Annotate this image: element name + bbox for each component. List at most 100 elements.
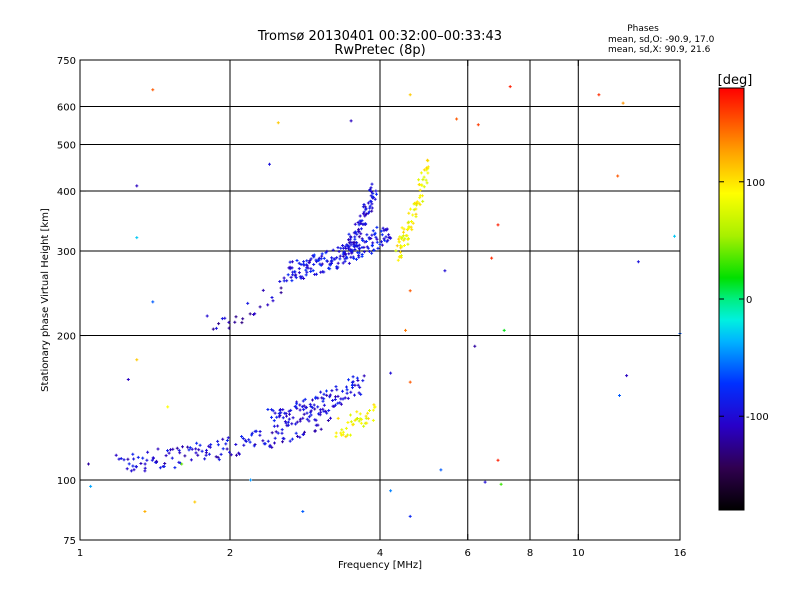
data-point — [338, 257, 342, 261]
data-point — [132, 457, 136, 461]
data-point — [355, 232, 359, 236]
plot-frame — [79, 59, 681, 541]
data-point — [389, 371, 393, 375]
chart-title: Tromsø 20130401 00:32:00–00:33:43 — [257, 29, 502, 44]
data-point — [339, 402, 343, 406]
data-point — [366, 201, 370, 205]
data-point — [240, 435, 244, 438]
phases-line-x: mean, sd,X: 90.9, 21.6 — [608, 45, 711, 55]
data-point — [496, 223, 500, 227]
data-point — [317, 256, 321, 260]
data-point — [399, 250, 402, 254]
data-point — [300, 405, 304, 409]
data-point — [117, 457, 121, 461]
data-point — [408, 289, 412, 293]
data-point — [353, 248, 357, 251]
data-point — [353, 393, 356, 397]
data-point — [119, 457, 123, 460]
data-point — [312, 263, 316, 266]
data-point — [371, 229, 375, 233]
data-point — [328, 395, 332, 399]
data-point — [358, 247, 361, 251]
colorbar-tick-label: -100 — [746, 412, 769, 423]
data-point — [411, 221, 415, 225]
data-point — [194, 447, 198, 451]
data-point — [343, 253, 347, 257]
data-point — [358, 214, 362, 218]
y-tick-label: 75 — [63, 536, 76, 547]
data-point — [336, 401, 340, 405]
data-point — [314, 418, 318, 422]
data-point — [355, 241, 359, 245]
data-point — [473, 344, 477, 348]
data-point — [122, 458, 126, 462]
data-point — [272, 424, 276, 428]
data-point — [334, 435, 338, 439]
data-point — [305, 259, 309, 263]
data-point — [309, 267, 313, 271]
data-point — [288, 260, 292, 264]
data-point — [129, 469, 133, 473]
data-point — [349, 420, 353, 424]
data-point — [349, 235, 353, 239]
y-tick-label: 750 — [57, 56, 76, 67]
data-point — [305, 270, 309, 274]
data-point — [320, 252, 324, 256]
data-point — [439, 468, 443, 472]
data-point — [301, 399, 305, 403]
data-point — [400, 226, 404, 230]
data-point — [625, 374, 629, 378]
data-point — [621, 101, 625, 105]
data-point — [418, 196, 422, 200]
data-point — [321, 270, 325, 274]
data-point — [217, 458, 221, 462]
data-point — [395, 244, 399, 248]
data-point — [298, 275, 302, 279]
data-point — [425, 181, 429, 185]
data-point — [329, 416, 332, 420]
data-point — [330, 256, 334, 260]
data-point — [336, 246, 340, 250]
data-point — [246, 301, 250, 305]
data-point — [276, 431, 280, 435]
data-point — [253, 312, 257, 316]
data-point — [405, 234, 409, 238]
data-point — [162, 465, 166, 468]
data-point — [371, 191, 375, 195]
data-point — [359, 392, 363, 396]
data-point — [346, 421, 350, 424]
data-point — [304, 273, 308, 277]
data-point — [336, 416, 340, 420]
data-point — [270, 296, 274, 299]
data-point — [375, 225, 379, 229]
data-point — [419, 183, 423, 187]
data-point — [344, 426, 348, 430]
data-point — [294, 431, 298, 435]
data-point — [362, 424, 366, 428]
data-point — [355, 410, 359, 414]
data-point — [325, 259, 329, 263]
data-point — [369, 186, 373, 190]
data-point — [375, 237, 379, 241]
data-point — [145, 458, 149, 462]
data-point — [368, 188, 372, 191]
data-point — [362, 250, 366, 254]
data-point — [351, 380, 355, 384]
data-point — [319, 410, 323, 414]
data-point — [324, 409, 328, 413]
data-point — [356, 229, 360, 233]
data-point — [316, 405, 320, 409]
data-point — [358, 385, 362, 389]
data-point — [353, 222, 357, 226]
data-point — [369, 194, 373, 198]
data-point — [126, 457, 130, 461]
data-point — [280, 428, 284, 432]
data-point — [150, 458, 154, 462]
data-point — [319, 270, 323, 274]
data-point — [271, 409, 275, 413]
data-point — [283, 411, 287, 415]
data-point — [361, 212, 365, 216]
data-point — [388, 236, 392, 240]
data-point — [346, 433, 350, 437]
data-point — [279, 286, 283, 290]
